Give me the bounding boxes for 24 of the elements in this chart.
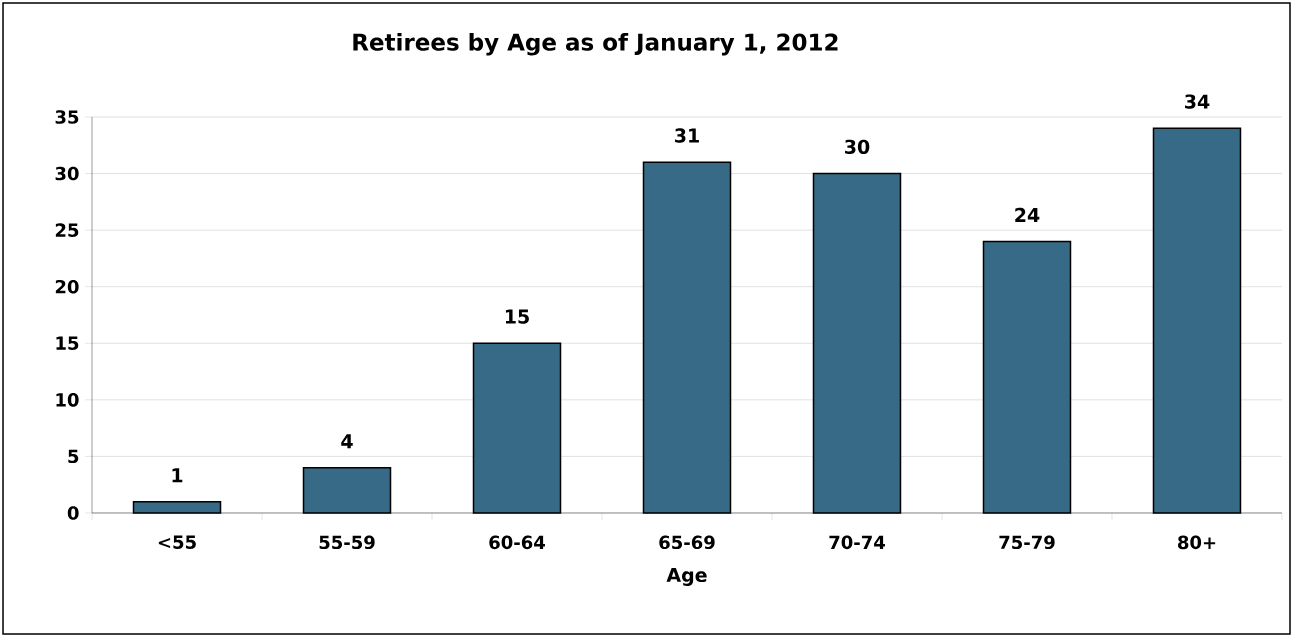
- data-label: 15: [505, 309, 529, 324]
- x-axis-title: Age: [666, 568, 707, 586]
- data-label: 31: [675, 128, 699, 143]
- x-tick-label: 80+: [1178, 535, 1216, 550]
- x-tick-label: 65-69: [659, 535, 715, 550]
- y-tick-label: 15: [56, 336, 79, 350]
- x-tick-label: 75-79: [999, 535, 1055, 550]
- data-label: 1: [172, 468, 183, 483]
- data-label: 34: [1185, 94, 1210, 109]
- x-tick-label: 60-64: [489, 535, 545, 550]
- x-tick-label: 70-74: [829, 535, 885, 550]
- y-tick-label: 0: [67, 506, 79, 520]
- y-tick-label: 5: [68, 449, 79, 464]
- y-tick-label: 25: [55, 223, 79, 237]
- x-tick-label: <55: [158, 535, 196, 549]
- data-label: 4: [341, 434, 353, 449]
- y-tick-label: 20: [55, 279, 79, 294]
- chart-title: Retirees by Age as of January 1, 2012: [353, 33, 838, 56]
- y-tick-label: 30: [55, 166, 79, 181]
- data-label: 30: [845, 139, 870, 155]
- data-label: 24: [1015, 207, 1040, 222]
- y-tick-label: 35: [55, 110, 79, 124]
- y-tick-label: 10: [56, 393, 79, 407]
- x-tick-label: 55-59: [319, 535, 375, 550]
